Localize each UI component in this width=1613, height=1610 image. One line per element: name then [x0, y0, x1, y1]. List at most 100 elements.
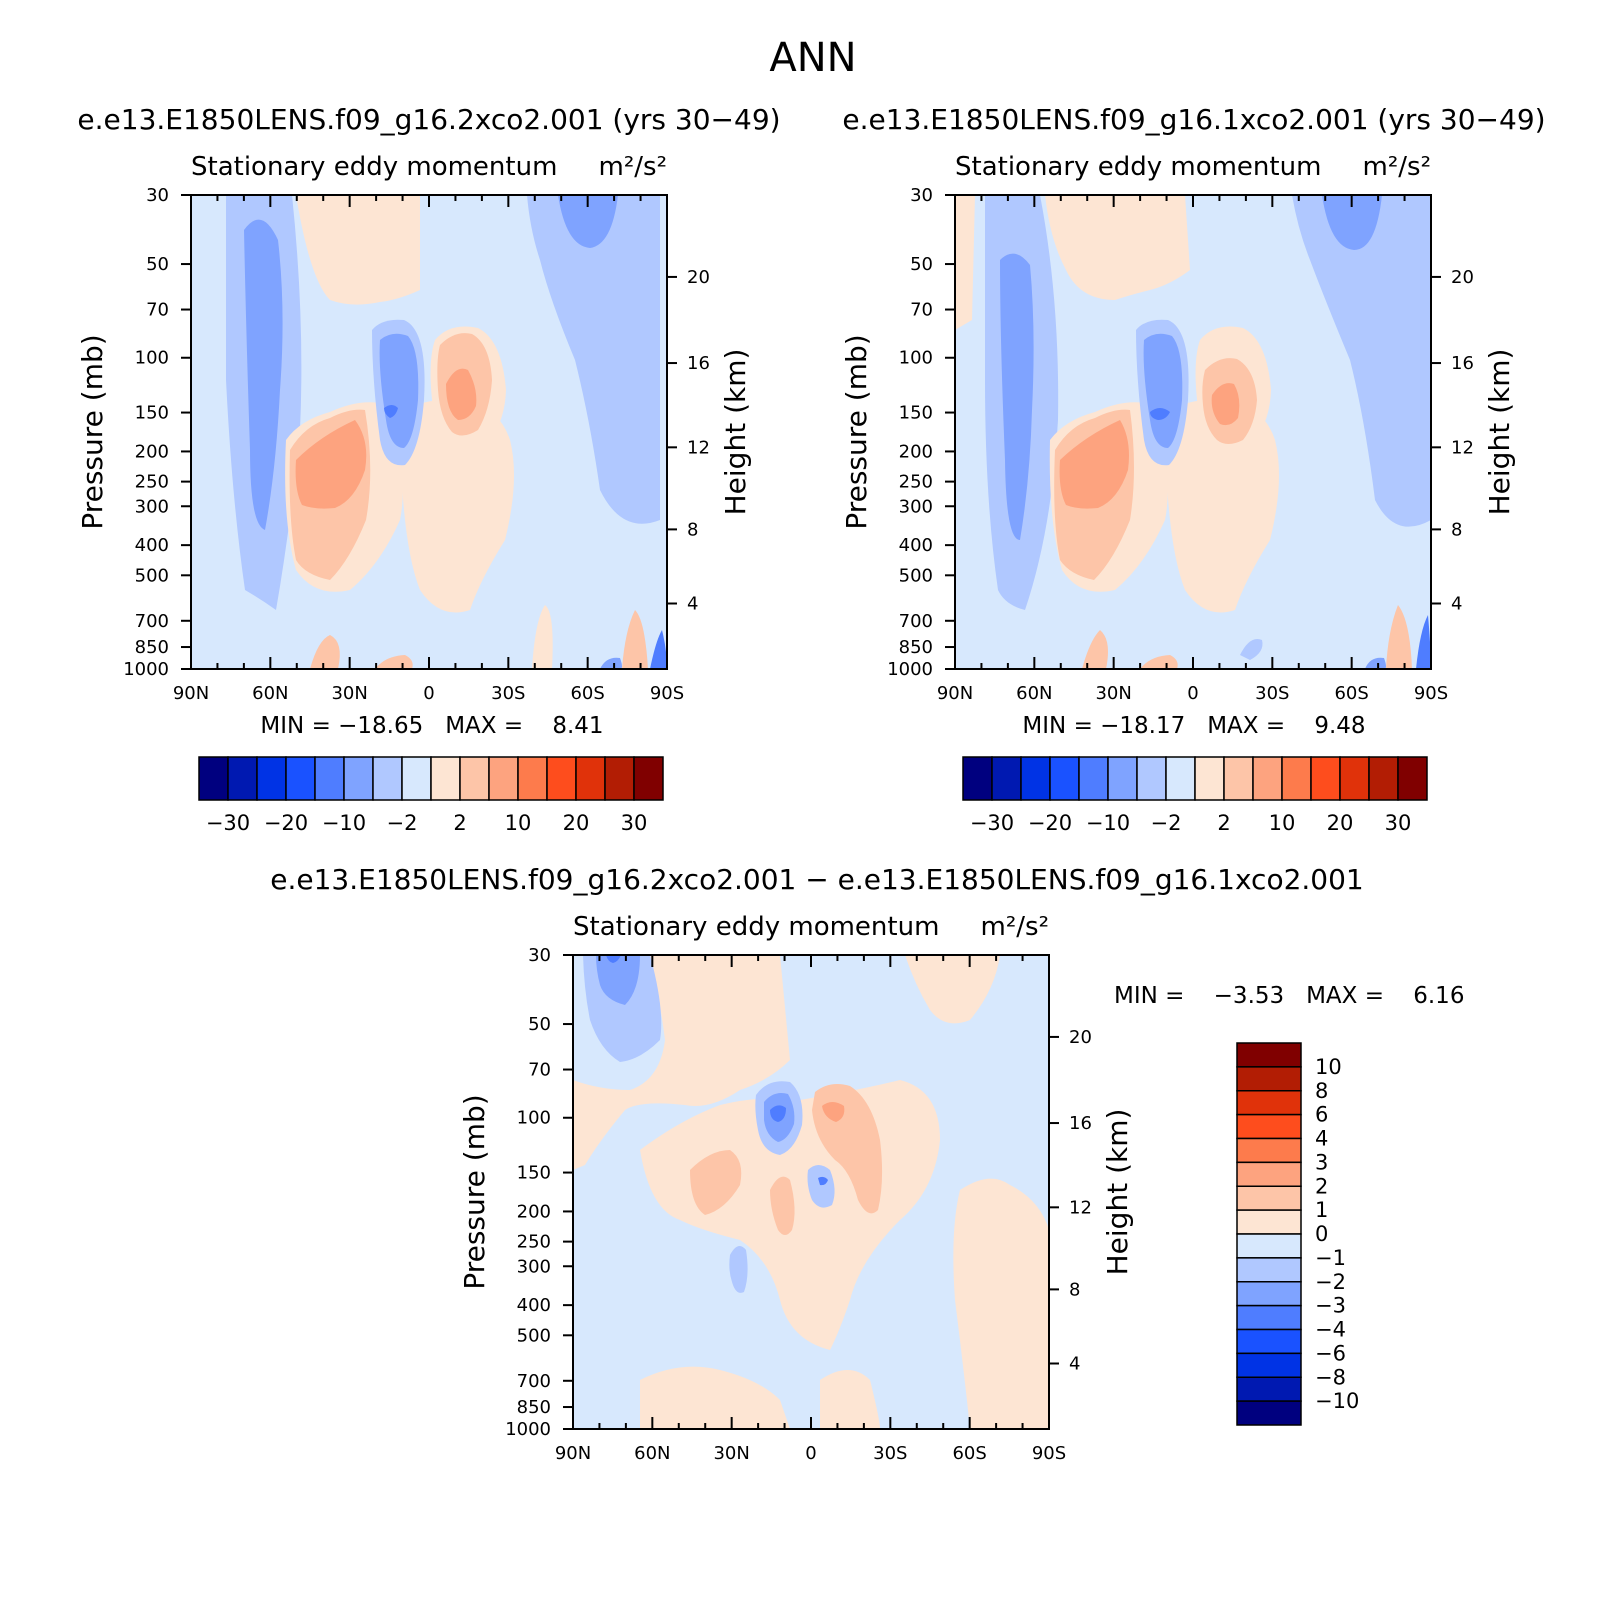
colorbar-swatch — [1368, 756, 1399, 801]
y-tick-label-left: 850 — [899, 637, 933, 658]
colorbar-label: 0 — [1315, 1222, 1328, 1246]
pos-subtrop — [400, 398, 514, 613]
pos-low-1 — [310, 635, 340, 669]
neg-jet-mid — [1143, 333, 1183, 448]
pos-subtrop — [1165, 398, 1279, 613]
y-tick-label-right: 4 — [1451, 594, 1462, 615]
colorbar-swatch — [1236, 1090, 1302, 1116]
y-tick-label-left: 700 — [517, 1371, 551, 1392]
y-tick-label-left: 250 — [517, 1232, 551, 1253]
colorbar-swatch — [1194, 756, 1225, 801]
colorbar-main: −30 −20 −10 −2 2 10 20 30 — [198, 756, 664, 835]
colorbar-swatch — [575, 756, 606, 801]
neg-eq — [807, 1165, 835, 1208]
colorbar-main: −30 −20 −10 −2 2 10 20 30 — [962, 756, 1428, 835]
x-tick-label: 60N — [252, 683, 288, 704]
y-tick-label-left: 30 — [910, 185, 933, 206]
y-tick-label-left: 50 — [910, 254, 933, 275]
pos-low-4 — [622, 610, 648, 669]
pos-strat-mid — [1045, 195, 1190, 300]
y-tick-label-right: 4 — [687, 594, 698, 615]
colorbar-label: −20 — [264, 811, 308, 835]
x-tick-label: 90S — [650, 683, 684, 704]
colorbar-label: 1 — [1315, 1198, 1328, 1222]
panel-top-left: e.e13.E1850LENS.f09_g16.2xco2.001 (yrs 3… — [76, 103, 781, 835]
colorbar-swatch — [1236, 1257, 1302, 1283]
x-tick-label: 60S — [1334, 683, 1368, 704]
y-tick-label-left: 500 — [135, 565, 169, 586]
pos-right-trop — [953, 1178, 1049, 1429]
colorbar-label: −10 — [1315, 1389, 1359, 1413]
pos-low-left — [640, 1366, 790, 1429]
contour-plot — [955, 195, 1431, 669]
colorbar-label: −8 — [1315, 1365, 1346, 1389]
colorbar-label: −10 — [1086, 811, 1130, 835]
colorbar-swatch — [1078, 756, 1109, 801]
colorbar-swatch — [1339, 756, 1370, 801]
pos-low-mid — [820, 1370, 880, 1429]
units-label: m²/s² — [599, 152, 667, 182]
colorbar-swatch — [517, 756, 548, 801]
x-tick-label: 60S — [570, 683, 604, 704]
pos-band-strat — [573, 955, 790, 1170]
y-tick-label-left: 700 — [135, 611, 169, 632]
y-tick-label-left: 400 — [899, 535, 933, 556]
neg-jet-mid — [379, 333, 419, 448]
neg-25n — [729, 1246, 748, 1293]
colorbar-swatch — [604, 756, 635, 801]
colorbar-label: 8 — [1315, 1079, 1328, 1103]
y-tick-label-left: 250 — [135, 472, 169, 493]
colorbar-swatch — [1252, 756, 1283, 801]
colorbar-swatch — [401, 756, 432, 801]
colorbar-swatch — [1236, 1328, 1302, 1355]
panel-top-right: e.e13.E1850LENS.f09_g16.1xco2.001 (yrs 3… — [840, 103, 1546, 835]
y-tick-label-right: 20 — [687, 267, 710, 288]
colorbar-label: −2 — [387, 811, 418, 835]
y-tick-label-left: 150 — [899, 403, 933, 424]
colorbar-swatch — [198, 756, 229, 801]
x-tick-label: 30S — [1255, 683, 1289, 704]
colorbar-swatch — [546, 756, 577, 801]
contour-plot — [573, 955, 1049, 1429]
colorbar-swatch — [256, 756, 287, 801]
colorbar-label: −3 — [1315, 1294, 1346, 1318]
y-tick-label-left: 300 — [899, 496, 933, 517]
neg-jet-core — [1150, 408, 1170, 420]
colorbar-label: −4 — [1315, 1318, 1346, 1342]
ylabel-left: Pressure (mb) — [76, 334, 109, 529]
y-tick-label-right: 16 — [687, 353, 710, 374]
colorbar-swatch — [1236, 1185, 1302, 1211]
colorbar-swatch — [430, 756, 461, 801]
colorbar-label: −30 — [970, 811, 1014, 835]
y-tick-label-left: 200 — [899, 441, 933, 462]
x-tick-label: 30S — [873, 1443, 907, 1464]
x-tick-label: 60N — [634, 1443, 670, 1464]
pos-stratosphere — [296, 195, 420, 305]
y-tick-label-right: 4 — [1069, 1354, 1080, 1375]
pos-strat-right — [905, 955, 1000, 1024]
min-max-readout: MIN = −3.53 MAX = 6.16 — [1114, 983, 1464, 1009]
y-tick-label-left: 100 — [135, 348, 169, 369]
variable-title: Stationary eddy momentum — [191, 152, 557, 182]
y-tick-label-left: 400 — [517, 1295, 551, 1316]
x-tick-label: 0 — [423, 683, 434, 704]
x-tick-label: 30N — [331, 683, 367, 704]
units-label: m²/s² — [981, 912, 1049, 942]
colorbar-swatch — [343, 756, 374, 801]
pos-strat-left — [955, 195, 975, 330]
y-tick-label-left: 150 — [517, 1163, 551, 1184]
colorbar-swatch — [962, 756, 993, 801]
y-tick-label-left: 70 — [146, 300, 169, 321]
pos-low-3 — [532, 605, 553, 669]
variable-title: Stationary eddy momentum — [573, 912, 939, 942]
neg-strat-right — [527, 195, 660, 524]
colorbar-swatch — [1236, 1209, 1302, 1235]
axis-ticks: 90N 60N 30N 0 30S 60S 90S 30 50 70 100 150 200 250 300… — [123, 185, 710, 704]
colorbar-swatch — [1236, 1113, 1302, 1140]
units-label: m²/s² — [1363, 152, 1431, 182]
neg-strat-right — [1292, 195, 1431, 527]
y-tick-label-right: 8 — [687, 519, 698, 540]
figure-title: ANN — [769, 35, 856, 81]
y-tick-label-left: 100 — [517, 1108, 551, 1129]
